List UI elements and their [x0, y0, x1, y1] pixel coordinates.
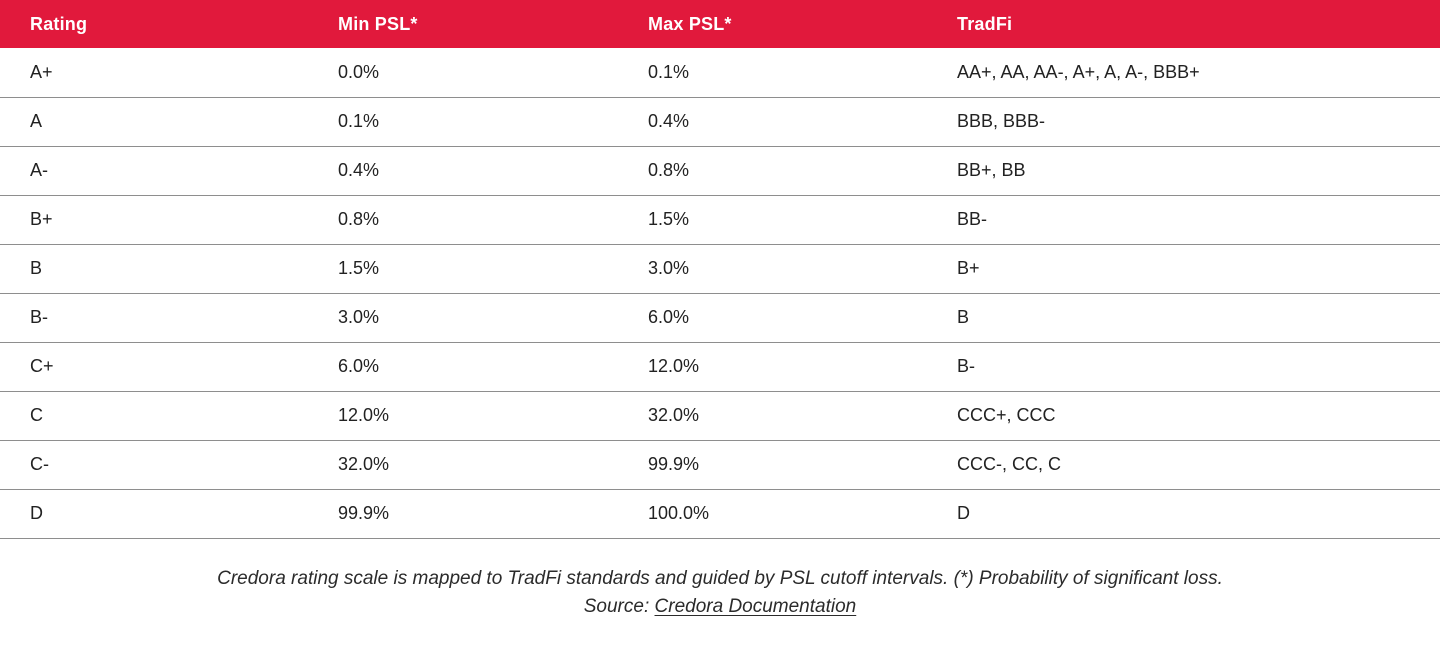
cell-min-psl: 0.8% — [338, 209, 380, 229]
table-row: C- 32.0% 99.9% CCC-, CC, C — [0, 440, 1440, 489]
cell-rating: B+ — [30, 209, 53, 229]
cell-min-psl: 1.5% — [338, 258, 380, 278]
cell-rating: A+ — [30, 61, 53, 82]
cell-min-psl: 99.9% — [338, 503, 390, 523]
cell-max-psl: 0.8% — [648, 160, 690, 180]
header-row: Rating Min PSL* Max PSL* TradFi — [0, 0, 1440, 48]
table-body: A+ 0.0% 0.1% AA+, AA, AA-, A+, A, A-, BB… — [0, 48, 1440, 538]
cell-rating: C- — [30, 454, 49, 474]
cell-tradfi: AA+, AA, AA-, A+, A, A-, BBB+ — [957, 61, 1200, 82]
cell-rating: B- — [30, 307, 48, 327]
cell-tradfi: B — [957, 307, 970, 327]
cell-tradfi: BB- — [957, 209, 988, 229]
table-row: C 12.0% 32.0% CCC+, CCC — [0, 391, 1440, 440]
cell-rating: C+ — [30, 356, 54, 376]
table-row: A- 0.4% 0.8% BB+, BB — [0, 146, 1440, 195]
cell-rating: D — [30, 503, 43, 523]
cell-max-psl: 100.0% — [648, 503, 710, 523]
cell-max-psl: 0.4% — [648, 111, 690, 131]
cell-rating: A — [30, 111, 43, 131]
source-line: Source: Credora Documentation — [0, 593, 1440, 621]
table-row: C+ 6.0% 12.0% B- — [0, 342, 1440, 391]
column-header-tradfi: TradFi — [957, 13, 1013, 34]
cell-min-psl: 0.0% — [338, 61, 380, 82]
table-row: B- 3.0% 6.0% B — [0, 293, 1440, 342]
cell-min-psl: 0.1% — [338, 111, 380, 131]
cell-tradfi: BB+, BB — [957, 160, 1026, 180]
cell-tradfi: B- — [957, 356, 975, 376]
cell-min-psl: 32.0% — [338, 454, 390, 474]
figure-caption: Credora rating scale is mapped to TradFi… — [0, 565, 1440, 621]
column-header-max-psl: Max PSL* — [648, 13, 732, 34]
cell-max-psl: 99.9% — [648, 454, 700, 474]
cell-min-psl: 3.0% — [338, 307, 380, 327]
caption-line: Credora rating scale is mapped to TradFi… — [217, 567, 1223, 589]
column-header-min-psl: Min PSL* — [338, 13, 418, 34]
cell-max-psl: 6.0% — [648, 307, 690, 327]
table-row: B+ 0.8% 1.5% BB- — [0, 195, 1440, 244]
source-prefix: Source: — [583, 595, 655, 617]
cell-max-psl: 12.0% — [648, 356, 700, 376]
cell-tradfi: D — [957, 503, 970, 523]
table-row: A+ 0.0% 0.1% AA+, AA, AA-, A+, A, A-, BB… — [0, 48, 1440, 97]
cell-max-psl: 3.0% — [648, 258, 690, 278]
cell-tradfi: B+ — [957, 258, 980, 278]
table-header: Rating Min PSL* Max PSL* TradFi — [0, 0, 1440, 48]
cell-tradfi: BBB, BBB- — [957, 111, 1046, 131]
column-header-rating: Rating — [30, 13, 88, 34]
table-row: D 99.9% 100.0% D — [0, 489, 1440, 538]
cell-tradfi: CCC+, CCC — [957, 405, 1056, 425]
cell-max-psl: 0.1% — [648, 61, 690, 82]
cell-tradfi: CCC-, CC, C — [957, 454, 1061, 474]
cell-min-psl: 6.0% — [338, 356, 380, 376]
source-link[interactable]: Credora Documentation — [654, 595, 857, 617]
cell-min-psl: 12.0% — [338, 405, 390, 425]
cell-max-psl: 32.0% — [648, 405, 700, 425]
cell-min-psl: 0.4% — [338, 160, 380, 180]
credora-rating-table: Rating Min PSL* Max PSL* TradFi A+ 0.0% … — [0, 0, 1440, 538]
cell-max-psl: 1.5% — [648, 209, 690, 229]
table-row: B 1.5% 3.0% B+ — [0, 244, 1440, 293]
cell-rating: B — [30, 258, 43, 278]
table-row: A 0.1% 0.4% BBB, BBB- — [0, 97, 1440, 146]
cell-rating: C — [30, 405, 43, 425]
cell-rating: A- — [30, 160, 48, 180]
